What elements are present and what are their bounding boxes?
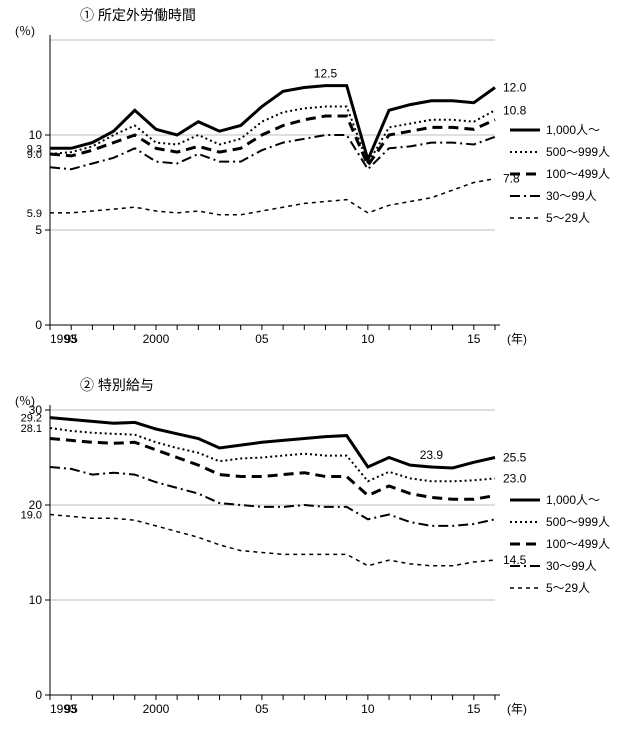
chart-overtime: ① 所定外労働時間(％)05109.39.05.9199395200005101… bbox=[15, 7, 610, 346]
y-axis-unit: (％) bbox=[15, 24, 35, 38]
series-line bbox=[50, 179, 495, 215]
legend-label: 500～999人 bbox=[546, 515, 610, 529]
x-tick-label: 05 bbox=[255, 702, 269, 716]
y-tick-label: 10 bbox=[29, 593, 43, 607]
series-end-label: 25.5 bbox=[503, 451, 527, 465]
y-tick-label: 10 bbox=[29, 128, 43, 142]
legend-label: 30～99人 bbox=[546, 559, 597, 573]
y-tick-label: 5 bbox=[35, 223, 42, 237]
legend-label: 1,000人～ bbox=[546, 123, 600, 137]
legend-label: 100～499人 bbox=[546, 537, 610, 551]
x-axis-unit: (年) bbox=[507, 702, 527, 716]
x-tick-label: 15 bbox=[467, 702, 481, 716]
series-line bbox=[50, 116, 495, 165]
x-tick-label: 95 bbox=[65, 702, 79, 716]
x-tick-label: 95 bbox=[65, 332, 79, 346]
x-tick-label: 05 bbox=[255, 332, 269, 346]
y-extra-label: 5.9 bbox=[27, 208, 42, 220]
y-extra-label: 19.0 bbox=[21, 510, 42, 522]
series-mid-label: 23.9 bbox=[420, 448, 444, 462]
legend-label: 500～999人 bbox=[546, 145, 610, 159]
series-end-label: 12.0 bbox=[503, 81, 527, 95]
x-tick-label: 15 bbox=[467, 332, 481, 346]
y-extra-label: 28.1 bbox=[21, 423, 42, 435]
x-tick-label: 2000 bbox=[143, 702, 170, 716]
legend-label: 5～29人 bbox=[546, 211, 590, 225]
y-tick-label: 0 bbox=[35, 688, 42, 702]
chart-title: ② 特別給与 bbox=[80, 377, 154, 393]
legend-label: 5～29人 bbox=[546, 581, 590, 595]
x-axis-unit: (年) bbox=[507, 332, 527, 346]
x-tick-label: 10 bbox=[361, 332, 375, 346]
legend-label: 1,000人～ bbox=[546, 493, 600, 507]
x-tick-label: 2000 bbox=[143, 332, 170, 346]
series-line bbox=[50, 515, 495, 566]
chart-bonus: ② 特別給与(％)010203029.228.119.0199395200005… bbox=[15, 377, 610, 716]
chart-title: ① 所定外労働時間 bbox=[80, 7, 196, 23]
y-extra-label: 9.0 bbox=[27, 149, 42, 161]
y-tick-label: 0 bbox=[35, 318, 42, 332]
series-end-label: 10.8 bbox=[503, 103, 527, 117]
legend-label: 30～99人 bbox=[546, 189, 597, 203]
x-tick-label: 10 bbox=[361, 702, 375, 716]
series-line bbox=[50, 86, 495, 160]
series-mid-label: 12.5 bbox=[314, 67, 338, 81]
figure: ① 所定外労働時間(％)05109.39.05.9199395200005101… bbox=[0, 0, 620, 736]
legend-label: 100～499人 bbox=[546, 167, 610, 181]
series-end-label: 23.0 bbox=[503, 471, 527, 485]
